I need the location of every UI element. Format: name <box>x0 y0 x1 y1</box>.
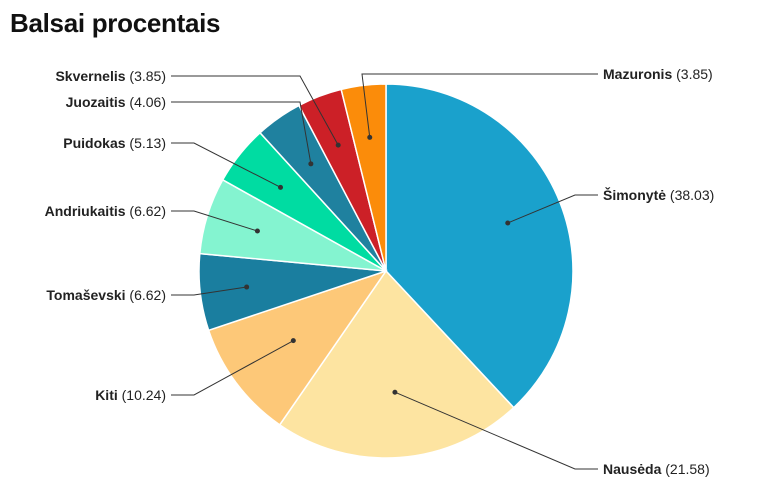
slice-label-value: (4.06) <box>126 94 166 110</box>
slice-label-name: Nausėda <box>603 461 662 477</box>
slice-label-nauseda: Nausėda (21.58) <box>603 461 710 477</box>
slice-label-name: Mazuronis <box>603 66 672 82</box>
slice-label-value: (10.24) <box>118 387 166 403</box>
slice-label-value: (6.62) <box>126 203 166 219</box>
leader-dot-andriukaitis <box>254 228 260 234</box>
slice-label-name: Šimonytė <box>603 186 666 203</box>
leader-line-tomasevski <box>171 286 247 296</box>
leader-dot-tomasevski <box>244 284 250 290</box>
leader-dot-kiti <box>290 338 296 344</box>
slice-label-name: Skvernelis <box>55 68 125 84</box>
slice-label-value: (5.13) <box>126 135 166 151</box>
leader-line-kiti <box>171 340 294 396</box>
leader-dot-puidokas <box>278 184 284 190</box>
slice-label-value: (21.58) <box>661 461 709 477</box>
slice-labels: Šimonytė (38.03) Nausėda (21.58) Kiti (10.… <box>45 66 715 477</box>
leader-line-andriukaitis <box>171 210 258 232</box>
slice-label-name: Andriukaitis <box>45 203 126 219</box>
leader-dot-juozaitis <box>308 161 314 167</box>
leader-line-puidokas <box>171 142 281 188</box>
pie-slice-simonyte <box>385 83 574 409</box>
leader-dot-mazuronis <box>367 134 373 140</box>
slice-label-tomasevski: Tomaševski (6.62) <box>46 287 166 303</box>
slice-label-value: (3.85) <box>672 66 712 82</box>
slice-label-name: Puidokas <box>63 135 125 151</box>
slice-label-value: (3.85) <box>126 68 166 84</box>
slice-label-value: (6.62) <box>126 287 166 303</box>
leader-line-juozaitis <box>171 101 312 164</box>
pie-slice-kiti <box>207 269 388 426</box>
leader-dot-nauseda <box>392 389 398 395</box>
slice-label-skvernelis: Skvernelis (3.85) <box>55 68 166 84</box>
slice-label-name: Tomaševski <box>46 287 125 303</box>
slice-label-andriukaitis: Andriukaitis (6.62) <box>45 203 166 219</box>
leader-dot-skvernelis <box>335 142 341 148</box>
leader-line-skvernelis <box>171 75 339 146</box>
slice-label-name: Kiti <box>95 387 118 403</box>
slice-label-name: Juozaitis <box>66 94 126 110</box>
slice-label-juozaitis: Juozaitis (4.06) <box>66 94 166 110</box>
slice-label-mazuronis: Mazuronis (3.85) <box>603 66 713 82</box>
pie-slices <box>198 83 574 459</box>
chart-title: Balsai procentais <box>10 8 221 38</box>
slice-label-simonyte: Šimonytė (38.03) <box>603 186 714 203</box>
leader-lines <box>171 73 598 470</box>
leader-dot-simonyte <box>505 220 511 226</box>
slice-label-value: (38.03) <box>666 187 714 203</box>
slice-label-kiti: Kiti (10.24) <box>95 387 166 403</box>
pie-slice-nauseda <box>278 269 515 459</box>
leader-line-nauseda <box>394 391 598 470</box>
leader-line-simonyte <box>507 194 598 224</box>
leader-line-mazuronis <box>361 73 598 138</box>
slice-label-puidokas: Puidokas (5.13) <box>63 135 166 151</box>
